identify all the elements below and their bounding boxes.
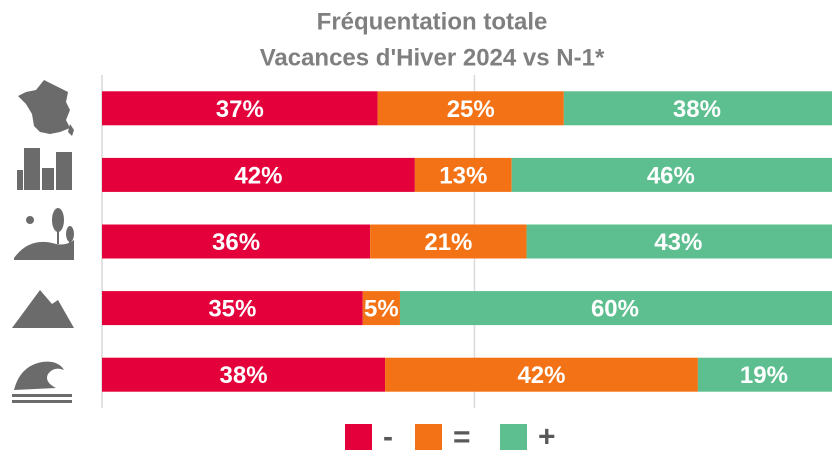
value-label: 46% — [647, 162, 695, 189]
bar-segment — [526, 224, 832, 259]
value-label: 36% — [212, 229, 260, 256]
bar-segment — [370, 224, 527, 259]
row-icons — [12, 80, 74, 403]
bar-segment — [697, 357, 832, 392]
bar-segment — [102, 291, 363, 326]
legend-label: = — [453, 421, 471, 450]
chart-title: Fréquentation totale — [317, 9, 548, 36]
legend-swatch — [415, 424, 442, 450]
bar-segment — [563, 91, 832, 126]
icon-city — [17, 148, 72, 190]
icon-mountain — [12, 290, 74, 328]
icon-france — [18, 80, 74, 136]
bar-segment — [102, 224, 371, 259]
value-label: 21% — [424, 229, 472, 256]
value-label: 35% — [208, 296, 256, 323]
legend-label: + — [538, 421, 556, 450]
bar-segment — [399, 291, 832, 326]
bar-segment — [362, 291, 400, 326]
value-label: 38% — [673, 96, 721, 123]
value-label: 43% — [654, 229, 702, 256]
icon-countryside — [14, 208, 74, 260]
value-label: 42% — [234, 162, 282, 189]
value-label: 19% — [740, 362, 788, 389]
value-label: 38% — [220, 362, 268, 389]
value-label: 25% — [447, 96, 495, 123]
value-label: 37% — [216, 96, 264, 123]
bar-segment — [102, 157, 415, 192]
bar-segment — [511, 157, 832, 192]
value-label: 5% — [364, 296, 399, 323]
bar-segment — [414, 157, 512, 192]
value-label: 13% — [439, 162, 487, 189]
icon-sea — [12, 361, 72, 403]
legend-swatch — [345, 424, 372, 450]
bar-segment — [102, 91, 378, 126]
bar-segment — [385, 357, 698, 392]
bar-segment — [377, 91, 564, 126]
chart-subtitle: Vacances d'Hiver 2024 vs N-1* — [260, 45, 605, 72]
legend-swatch — [500, 424, 527, 450]
legend-label: - — [383, 421, 393, 450]
bar-segment — [102, 357, 386, 392]
value-label: 60% — [591, 296, 639, 323]
value-label: 42% — [517, 362, 565, 389]
